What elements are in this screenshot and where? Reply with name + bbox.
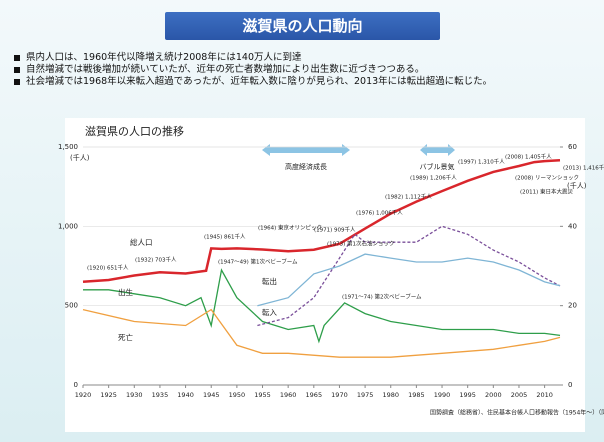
x-tick-label: 1995 xyxy=(459,391,476,399)
period-label: 高度経済成長 xyxy=(285,162,327,171)
series-line xyxy=(83,268,561,344)
annotation: (1982) 1,112千人 xyxy=(385,193,432,201)
annotation: (1964) 東京オリンピック xyxy=(258,224,322,232)
slide-title: 滋賀県の人口動向 xyxy=(165,12,440,40)
y-tick-label: 0 xyxy=(74,381,78,389)
annotation: (1947～49) 第1次ベビーブーム xyxy=(218,258,298,266)
x-tick-label: 1925 xyxy=(100,391,117,399)
series-line xyxy=(257,225,561,327)
annotation: (1971) 909千人 xyxy=(314,226,356,234)
y-tick-label: 500 xyxy=(65,302,78,310)
y2-tick-label: 0 xyxy=(568,381,572,389)
x-tick-label: 1940 xyxy=(177,391,194,399)
y2-tick-label: 40 xyxy=(568,222,577,230)
y-label: (千人) xyxy=(70,153,90,162)
series-label: 出生 xyxy=(118,287,133,297)
annotation: (1920) 651千人 xyxy=(87,264,129,272)
series-line xyxy=(82,159,561,283)
annotation: (1973) 第1次石油ショック xyxy=(327,240,395,248)
x-tick-label: 1990 xyxy=(434,391,451,399)
source: 国勢調査（総務省）、住民基本台帳人口移動報告（1954年～）（同）、人口動態統計… xyxy=(430,409,604,417)
bullet: 自然増減では戦後増加が続いていたが、近年の死亡者数増加により出生数に近づきつつあ… xyxy=(12,64,602,76)
annotation: (1971～74) 第2次ベビーブーム xyxy=(342,293,422,301)
series-line xyxy=(257,253,561,307)
annotation: (1945) 861千人 xyxy=(204,233,246,241)
series-label: 転出 xyxy=(262,276,277,286)
annotation: (1976) 1,006千人 xyxy=(356,209,403,217)
x-tick-label: 1970 xyxy=(331,391,348,399)
bullets: 県内人口は、1960年代以降増え続け2008年には140万人に到達 自然増減では… xyxy=(12,52,602,88)
series-label: 総人口 xyxy=(130,237,153,247)
annotation: (1997) 1,310千人 xyxy=(458,158,505,166)
annotation: (2013) 1,416千人 xyxy=(563,164,604,172)
x-tick-label: 1935 xyxy=(152,391,169,399)
annotation: (1932) 703千人 xyxy=(135,256,177,264)
x-tick-label: 2005 xyxy=(511,391,528,399)
x-tick-label: 1975 xyxy=(357,391,374,399)
x-tick-label: 1930 xyxy=(126,391,143,399)
series-label: 転入 xyxy=(262,308,277,317)
series-line xyxy=(82,308,561,358)
y2-label: (千人) xyxy=(567,181,587,190)
x-tick-label: 1985 xyxy=(408,391,425,399)
series-label: 死亡 xyxy=(118,332,133,342)
x-tick-label: 1960 xyxy=(280,391,297,399)
annotation: (2008) リーマンショック xyxy=(515,175,579,182)
y2-tick-label: 20 xyxy=(568,302,577,310)
annotation: (1989) 1,206千人 xyxy=(410,174,457,182)
x-tick-label: 1965 xyxy=(306,391,323,399)
annotation: (2008) 1,405千人 xyxy=(505,153,552,161)
y-tick-label: 1,000 xyxy=(58,222,78,230)
annotation: (2011) 東日本大震災 xyxy=(520,188,574,196)
x-tick-label: 2000 xyxy=(485,391,502,399)
x-tick-label: 1955 xyxy=(254,391,271,399)
x-tick-label: 2010 xyxy=(536,391,553,399)
chart-title: 滋賀県の人口の推移 xyxy=(85,124,184,138)
y-tick-label: 1,500 xyxy=(58,143,78,151)
x-tick-label: 1945 xyxy=(203,391,220,399)
x-tick-label: 1920 xyxy=(75,391,92,399)
x-tick-label: 1980 xyxy=(382,391,399,399)
bullet: 社会増減では1968年以来転入超過であったが、近年転入数に陰りが見られ、2013… xyxy=(12,76,602,88)
period-label: バブル景気 xyxy=(420,162,455,171)
y2-tick-label: 60 xyxy=(568,143,577,151)
x-tick-label: 1950 xyxy=(229,391,246,399)
bullet: 県内人口は、1960年代以降増え続け2008年には140万人に到達 xyxy=(12,52,602,64)
